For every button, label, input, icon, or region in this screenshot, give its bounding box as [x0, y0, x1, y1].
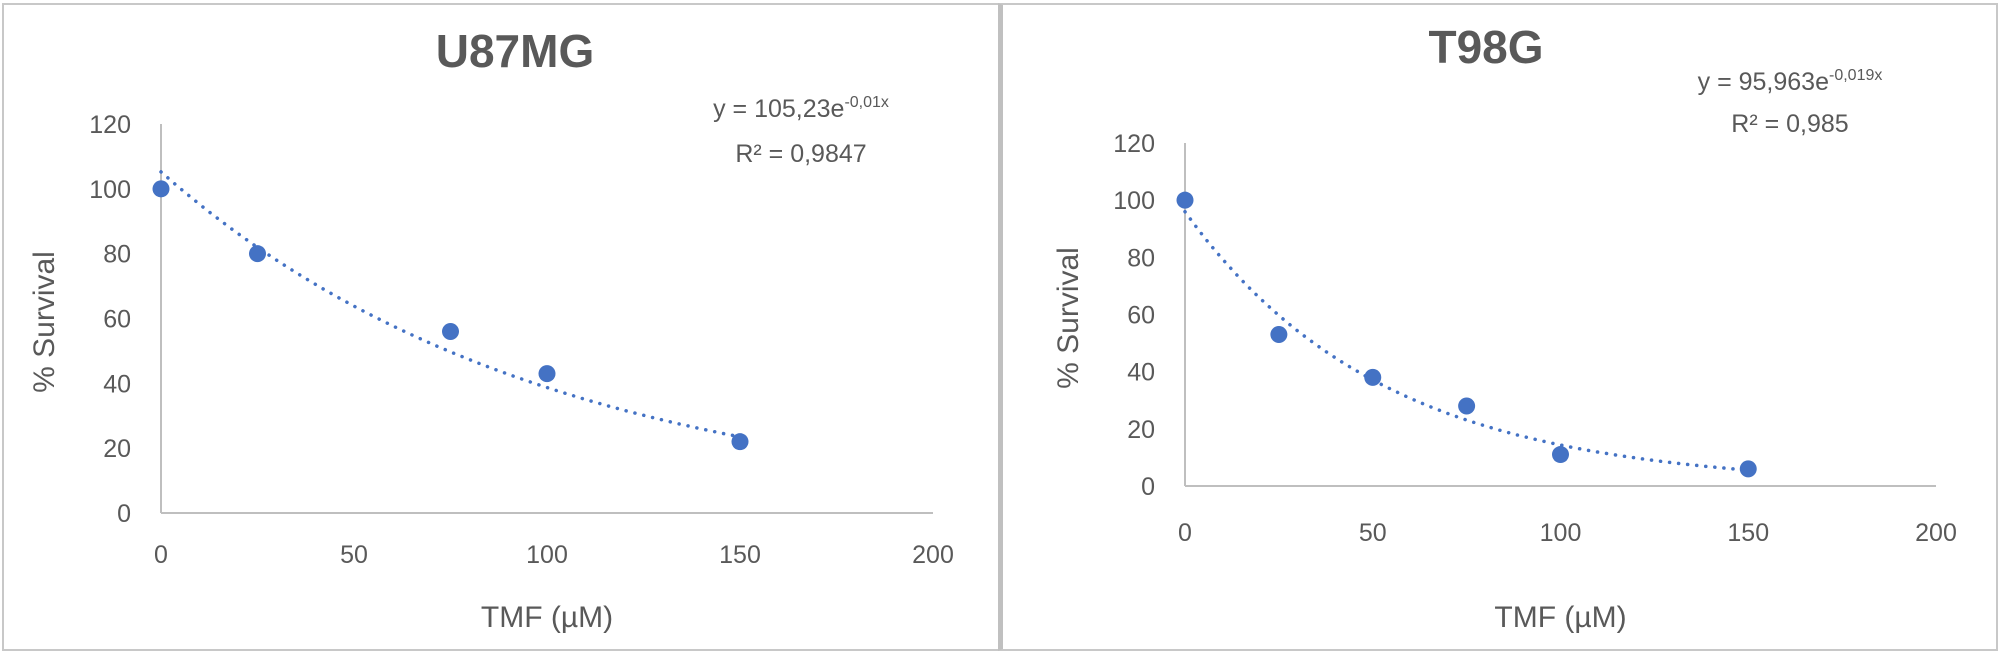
data-point [1176, 191, 1194, 209]
y-tick-label: 0 [117, 500, 131, 528]
r-squared-label: R² = 0,985 [1731, 110, 1848, 138]
y-axis-title: % Survival [28, 251, 61, 393]
chart-title: U87MG [436, 25, 594, 77]
x-tick-label: 50 [1359, 519, 1387, 547]
data-point [1364, 368, 1382, 386]
x-axis-title: TMF (µM) [481, 601, 613, 634]
y-tick-label: 120 [1113, 130, 1155, 158]
y-tick-label: 80 [1127, 244, 1155, 272]
trendline-equation: y = 105,23e-0,01x [713, 94, 889, 123]
data-point [1458, 397, 1476, 415]
y-tick-label: 0 [1141, 473, 1155, 501]
y-axis-title: % Survival [1052, 247, 1085, 389]
chart-title: T98G [1428, 21, 1543, 73]
data-point [152, 180, 170, 198]
y-tick-label: 20 [1127, 416, 1155, 444]
y-tick-label: 100 [89, 176, 131, 204]
trendline-equation: y = 95,963e-0,019x [1698, 67, 1883, 96]
r-squared-label: R² = 0,9847 [735, 140, 866, 168]
x-tick-label: 100 [1540, 519, 1582, 547]
data-point [538, 365, 556, 383]
y-tick-label: 120 [89, 111, 131, 139]
data-point [1739, 460, 1757, 478]
x-tick-label: 0 [1178, 519, 1192, 547]
x-tick-label: 200 [1915, 519, 1957, 547]
x-axis-title: TMF (µM) [1494, 601, 1626, 634]
y-tick-label: 80 [103, 241, 131, 269]
chart-panel-t98g: T98G 0 20 40 60 80 100 120 0 50 100 150 200 TMF (µM)%… [998, 3, 1998, 651]
y-tick-label: 60 [1127, 302, 1155, 330]
x-tick-label: 50 [340, 541, 368, 569]
exponential-trendline [1183, 209, 1751, 472]
y-tick-label: 40 [103, 370, 131, 398]
chart-panel-u87mg: U87MG 0 20 40 60 80 100 120 0 50 100 150 200 TMF (µM)… [2, 3, 1000, 651]
x-tick-label: 150 [1727, 519, 1769, 547]
x-tick-label: 150 [719, 541, 761, 569]
data-point [731, 433, 749, 451]
t98g-scatter-chart: T98G 0 20 40 60 80 100 120 0 50 100 150 200 TMF (µM)%… [1052, 21, 1957, 634]
data-point [1270, 326, 1288, 344]
y-tick-label: 20 [103, 435, 131, 463]
x-tick-label: 200 [912, 541, 954, 569]
u87mg-scatter-chart: U87MG 0 20 40 60 80 100 120 0 50 100 150 200 TMF (µM)… [28, 25, 954, 634]
x-tick-label: 0 [154, 541, 168, 569]
y-tick-label: 60 [103, 306, 131, 334]
x-tick-label: 100 [526, 541, 568, 569]
y-tick-label: 100 [1113, 187, 1155, 215]
data-point [249, 245, 266, 263]
data-point [442, 322, 459, 340]
exponential-trendline [159, 170, 742, 439]
data-point [1552, 446, 1569, 464]
y-tick-label: 40 [1127, 359, 1155, 387]
